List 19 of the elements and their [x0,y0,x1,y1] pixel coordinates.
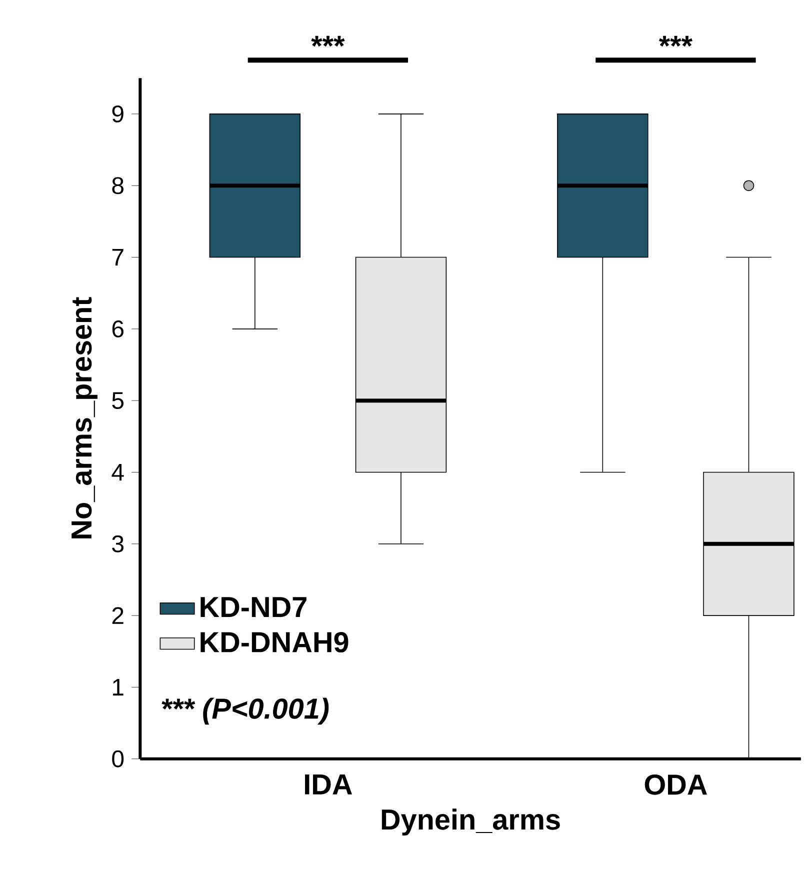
x-tick-label: IDA [305,774,352,794]
text: *** [659,36,693,47]
legend-label: KD-DNAH9 [200,632,348,652]
legend-label: KD-ND7 [200,597,306,617]
text: *** [311,36,345,47]
y-axis-title: No_arms_present [72,297,98,538]
y-tick-label: 5 [112,392,124,409]
y-tick-label: 4 [112,464,124,480]
y-tick-label: 2 [112,607,124,624]
x-tick-label: ODA [644,774,708,795]
y-tick-label: 8 [112,177,124,194]
y-tick-label: 0 [112,750,124,768]
y-tick-label: 9 [112,105,124,122]
annotation: *** (P<0.001) [162,698,329,725]
y-tick-label: 1 [113,678,124,696]
y-tick-label: 3 [112,535,124,552]
x-axis-title: Dynein_arms [382,808,560,836]
y-tick-label: 7 [112,249,124,266]
y-tick-label: 6 [112,320,124,338]
